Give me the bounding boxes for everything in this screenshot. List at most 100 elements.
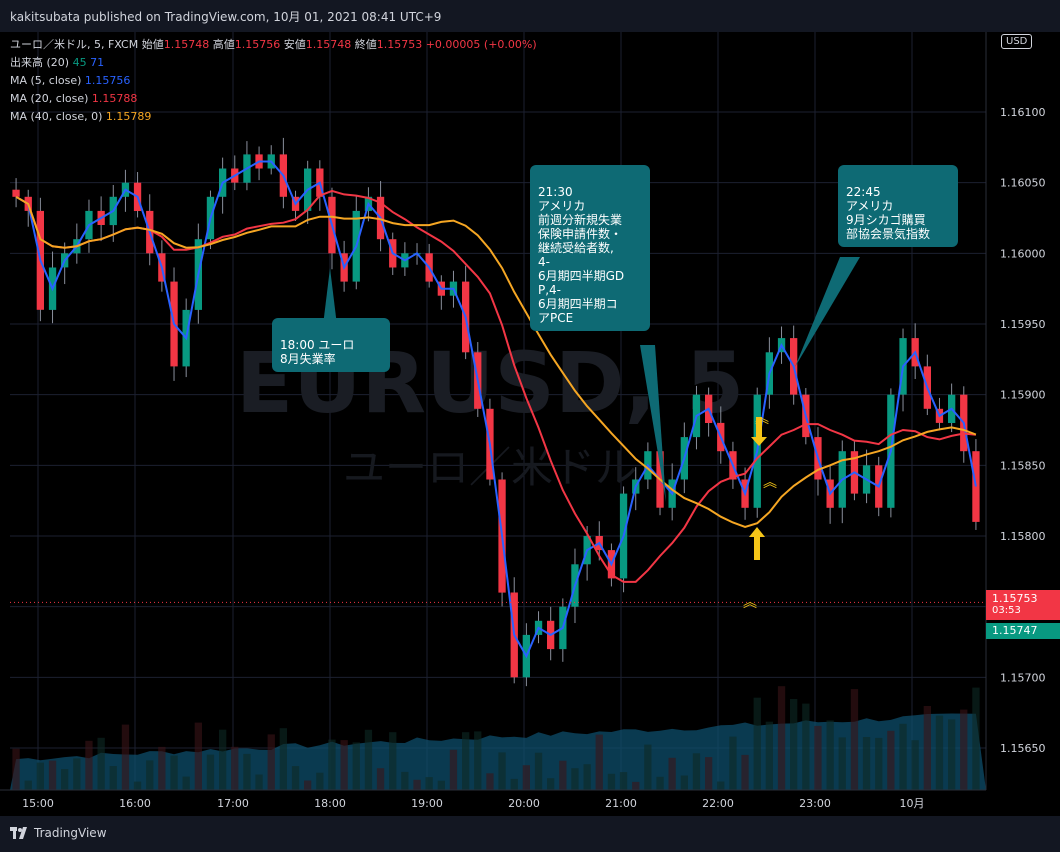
volume-bar [935, 715, 944, 790]
candle-body[interactable] [12, 189, 20, 197]
price-tick-label: 1.16100 [1000, 106, 1046, 119]
tradingview-icon [10, 827, 27, 839]
time-tick-label: 20:00 [508, 797, 540, 810]
volume-bar [644, 744, 652, 790]
signal-chevron-up: ︽ [763, 475, 777, 491]
volume-bar [61, 769, 69, 790]
price-tick-label: 1.15850 [1000, 459, 1046, 472]
ma20-label[interactable]: MA (20, close) [10, 92, 89, 105]
footer-bar: TradingView [0, 816, 1060, 852]
annotation-text: 21:30 アメリカ 前週分新規失業 保険申請件数・ 継続受給者数, 4- 6月… [538, 185, 625, 325]
event-annotation-chicago-pmi[interactable]: 22:45 アメリカ 9月シカゴ購買 部協会景気指数 [838, 165, 958, 247]
volume-bar [656, 776, 664, 790]
volume-bar [328, 739, 336, 790]
volume-bar [522, 765, 530, 790]
volume-bar [340, 740, 348, 790]
volume-bar [753, 697, 761, 790]
volume-bar [389, 732, 397, 790]
volume-bar [498, 752, 506, 790]
bid-price: 1.15747 [992, 624, 1038, 637]
volume-bar [109, 766, 117, 790]
volume-bar [960, 709, 968, 790]
volume-bar [231, 746, 239, 790]
volume-bar [680, 775, 688, 790]
volume-bar [814, 725, 822, 790]
volume-bar [121, 724, 130, 790]
volume-bar [376, 768, 385, 790]
volume-bar [449, 749, 458, 790]
time-tick-label: 22:00 [702, 797, 734, 810]
volume-bar [547, 778, 555, 790]
price-tick-label: 1.15900 [1000, 389, 1046, 402]
time-tick-label: 23:00 [799, 797, 831, 810]
ma5-line[interactable] [15, 160, 977, 659]
volume-bar [133, 781, 142, 790]
brand-name: TradingView [34, 826, 107, 840]
published-info: kakitsubata published on TradingView.com… [10, 10, 442, 24]
ma40-line[interactable] [15, 195, 977, 529]
ma40-value: 1.15789 [105, 110, 152, 123]
price-tick-label: 1.15700 [1000, 671, 1046, 684]
volume-value-a: 45 [72, 56, 87, 69]
symbol-label[interactable]: ユーロ／米ドル, 5, FXCM [10, 38, 139, 51]
volume-bar [352, 742, 360, 790]
change-value: +0.00005 (+0.00%) [425, 38, 537, 51]
volume-bar [948, 719, 956, 790]
close-label: 終値 [354, 38, 377, 51]
volume-bar [486, 773, 494, 790]
volume-bar [632, 781, 640, 790]
volume-label[interactable]: 出来高 (20) [10, 56, 70, 69]
annotation-pointer [795, 257, 860, 367]
volume-bar [255, 774, 263, 790]
volume-value-b: 71 [90, 56, 105, 69]
volume-bar [364, 729, 373, 790]
volume-bar [838, 737, 846, 790]
event-annotation-eu-unemployment[interactable]: 18:00 ユーロ 8月失業率 [272, 318, 390, 372]
event-annotation-us-gdp[interactable]: 21:30 アメリカ 前週分新規失業 保険申請件数・ 継続受給者数, 4- 6月… [530, 165, 650, 331]
volume-bar [474, 731, 482, 790]
volume-bar [97, 737, 105, 790]
low-value: 1.15748 [305, 38, 352, 51]
last-price: 1.15753 [992, 592, 1038, 605]
time-axis[interactable] [0, 790, 1060, 816]
time-tick-label: 15:00 [22, 797, 54, 810]
volume-bar [850, 689, 859, 790]
volume-bar [717, 781, 725, 790]
volume-bar [243, 753, 251, 790]
candle-body[interactable] [972, 451, 980, 522]
sell-signal-arrow [751, 417, 767, 446]
tradingview-logo[interactable]: TradingView [10, 826, 107, 840]
time-tick-label: 10月 [900, 797, 925, 810]
price-tick-label: 1.15800 [1000, 530, 1046, 543]
volume-bar [923, 706, 931, 790]
bid-price-tag: 1.15747 [986, 623, 1060, 639]
ma5-value: 1.15756 [84, 74, 131, 87]
chart-background [0, 32, 1060, 816]
volume-bar [583, 764, 591, 790]
volume-bar [267, 734, 275, 790]
volume-bar [219, 729, 227, 790]
volume-bar [559, 760, 567, 790]
price-tick-label: 1.15650 [1000, 742, 1046, 755]
volume-bar [607, 773, 616, 790]
ma40-label[interactable]: MA (40, close, 0) [10, 110, 103, 123]
volume-bar [777, 686, 786, 790]
signal-chevron-up: ︽ [743, 595, 757, 611]
time-tick-label: 19:00 [411, 797, 443, 810]
ma20-line[interactable] [15, 189, 976, 583]
chart-area[interactable]: EURUSD, 5ユーロ／米ドル︽︽︽1.161001.160501.16000… [0, 32, 1060, 816]
price-chart[interactable]: EURUSD, 5ユーロ／米ドル︽︽︽1.161001.160501.16000… [0, 32, 1060, 816]
volume-bar [194, 722, 202, 790]
time-tick-label: 18:00 [314, 797, 346, 810]
volume-bar [36, 762, 44, 790]
volume-bar [170, 755, 178, 790]
volume-bar [510, 778, 518, 790]
buy-signal-arrow [749, 527, 765, 560]
volume-bar [729, 736, 737, 790]
volume-bar [425, 777, 433, 790]
price-axis[interactable] [986, 32, 1060, 816]
currency-badge[interactable]: USD [1001, 34, 1033, 49]
ma20-value: 1.15788 [91, 92, 138, 105]
volume-bar [692, 753, 701, 790]
ma5-label[interactable]: MA (5, close) [10, 74, 82, 87]
